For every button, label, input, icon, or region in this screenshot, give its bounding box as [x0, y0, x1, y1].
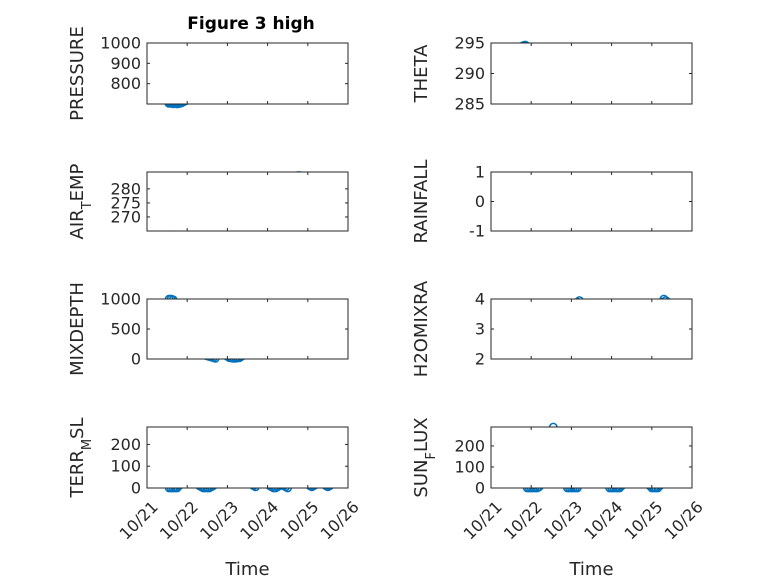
y-tick-label: 4: [475, 290, 485, 309]
axes-frame: [490, 426, 693, 489]
y-tick-label: -1: [469, 222, 485, 241]
subplot-h2omixra: 2 3 4 H2OMIXRA: [411, 280, 693, 377]
y-axis-label: SUNFLUX: [411, 417, 439, 497]
axes-frame: [146, 426, 349, 489]
y-tick-label: 275: [110, 193, 141, 212]
y-tick-label: 0: [131, 350, 141, 369]
y-tick-label: 1: [475, 163, 485, 182]
y-tick-label: 1000: [100, 34, 141, 53]
y-axis-label: PRESSURE: [67, 26, 88, 121]
y-axis-label: RAINFALL: [411, 160, 432, 244]
axes-frame: [490, 298, 693, 360]
subplot-sun_flux: 010020010/2110/2210/2310/2410/2510/26Tim…: [411, 417, 707, 580]
y-tick-label: 290: [454, 64, 485, 83]
y-axis-label: AIRTEMP: [67, 163, 95, 239]
y-tick-label: 800: [110, 74, 141, 93]
y-tick-label: 3: [475, 320, 485, 339]
y-tick-label: 270: [110, 207, 141, 226]
y-axis-label: TERRMSL: [67, 417, 95, 498]
axes-frame: [490, 42, 693, 105]
figure-title: Figure 3 high: [187, 14, 315, 34]
y-tick-label: 1000: [100, 290, 141, 309]
axes-frame: [146, 298, 349, 360]
axes-frame: [146, 42, 349, 105]
y-tick-label: 900: [110, 54, 141, 73]
subplot-rainfall: -1 0 1 RAINFALL: [411, 160, 693, 244]
y-tick-label: 0: [475, 192, 485, 211]
y-tick-label: 100: [454, 457, 485, 476]
y-tick-label: 2: [475, 350, 485, 369]
y-axis-label: THETA: [411, 44, 432, 104]
x-axis-label: Time: [224, 559, 269, 580]
y-tick-label: 0: [131, 479, 141, 498]
y-tick-label: 200: [454, 436, 485, 455]
y-tick-label: 285: [454, 95, 485, 114]
y-tick-label: 295: [454, 34, 485, 53]
y-axis-label: H2OMIXRA: [411, 280, 432, 377]
subplot-mixdepth: 0 500 1000 MIXDEPTH: [67, 282, 349, 376]
axes-frame: [490, 171, 693, 232]
axes-frame: [146, 171, 349, 232]
y-tick-label: 0: [475, 479, 485, 498]
y-tick-label: 100: [110, 457, 141, 476]
y-axis-label: MIXDEPTH: [67, 282, 88, 376]
y-tick-label: 280: [110, 179, 141, 198]
x-axis-label: Time: [568, 559, 613, 580]
y-tick-label: 200: [110, 435, 141, 454]
y-tick-label: 500: [110, 320, 141, 339]
subplot-theta: 285 290 295 THETA: [411, 34, 693, 114]
